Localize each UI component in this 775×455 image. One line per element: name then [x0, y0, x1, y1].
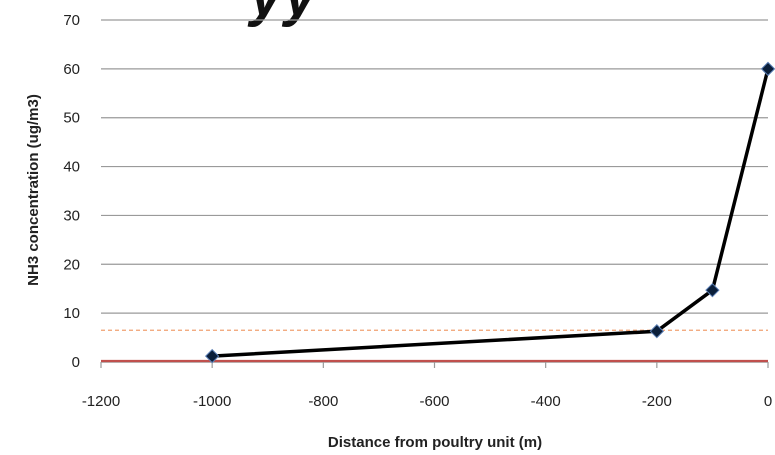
gridlines	[101, 19, 768, 363]
data-point-marker	[760, 61, 775, 77]
y-tick-label: 50	[63, 110, 80, 127]
x-tick-label: 0	[764, 393, 772, 410]
x-tick-label: -200	[642, 393, 672, 410]
y-axis-ticks: 0 10 20 30 40 50 60 70	[63, 12, 80, 371]
series-line	[212, 68, 770, 358]
data-point-marker	[649, 324, 665, 339]
y-axis-title: NH3 concentration (ug/m3)	[25, 94, 42, 286]
data-point-marker	[705, 282, 720, 298]
y-tick-label: 70	[63, 12, 80, 29]
x-axis-title: Distance from poultry unit (m)	[328, 434, 542, 451]
y-tick-label: 20	[63, 256, 80, 273]
y-tick-label: 0	[72, 354, 80, 371]
x-tick-label: -1200	[82, 393, 120, 410]
series-layer	[204, 61, 775, 364]
y-tick-label: 10	[63, 305, 80, 322]
x-tick-label: -800	[308, 393, 338, 410]
data-point-marker	[204, 348, 220, 364]
x-axis-ticks: -1200 -1000 -800 -600 -400 -200 0	[82, 362, 772, 410]
x-tick-label: -1000	[193, 393, 231, 410]
x-tick-label: -600	[419, 393, 449, 410]
y-tick-label: 60	[63, 61, 80, 78]
reference-lines	[101, 329, 768, 363]
x-tick-label: -400	[531, 393, 561, 410]
y-tick-label: 40	[63, 159, 80, 176]
y-tick-label: 30	[63, 207, 80, 224]
chart-title-fragment: yy	[250, 0, 319, 29]
